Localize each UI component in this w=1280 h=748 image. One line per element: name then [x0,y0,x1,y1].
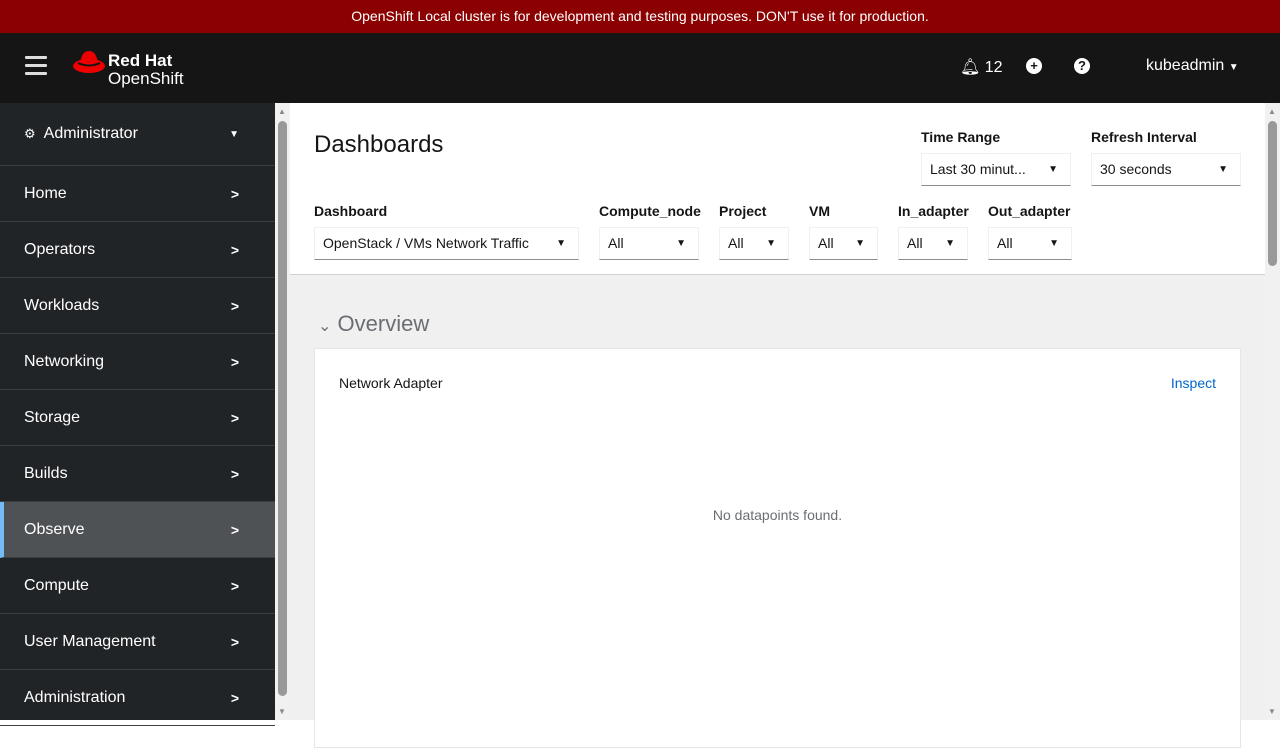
sidebar-item-home[interactable]: Home > [0,166,275,222]
question-circle-icon: ? [1074,58,1090,74]
sidebar-item-user-management[interactable]: User Management > [0,614,275,670]
refresh-interval-select[interactable]: 30 seconds ▼ [1091,153,1241,186]
redhat-openshift-logo[interactable]: Red Hat OpenShift [72,48,184,88]
sidebar: ⚙ Administrator ▼ Home > Operators > Workloads… [0,103,275,726]
network-adapter-panel: Network Adapter Inspect No datapoints fo… [314,348,1241,748]
filter-in_adapter: In_adapter All ▼ [898,203,969,260]
in_adapter-select[interactable]: All ▼ [898,227,968,260]
user-menu[interactable]: kubeadmin ▼ [1146,57,1239,74]
caret-down-icon: ▼ [855,238,865,249]
caret-down-icon: ▼ [1049,238,1059,249]
sidebar-item-workloads[interactable]: Workloads > [0,278,275,334]
sidebar-item-storage[interactable]: Storage > [0,390,275,446]
chevron-right-icon: > [230,577,239,594]
caret-down-icon: ▼ [766,238,776,249]
notifications-button[interactable]: 🔔︎ 12 [960,59,1003,76]
sidebar-item-compute[interactable]: Compute > [0,558,275,614]
perspective-switcher[interactable]: ⚙ Administrator ▼ [0,103,275,166]
main-scrollbar[interactable]: ▲ ▼ [1265,103,1280,720]
time-range-select[interactable]: Last 30 minut... ▼ [921,153,1071,186]
chevron-right-icon: > [230,409,239,426]
sidebar-item-administration[interactable]: Administration > [0,670,275,726]
chevron-right-icon: > [230,353,239,370]
panel-title: Network Adapter [339,375,443,391]
sidebar-item-observe[interactable]: Observe > [0,502,275,558]
page-title: Dashboards [314,131,444,158]
chevron-right-icon: > [230,465,239,482]
filter-project: Project All ▼ [719,203,789,260]
inspect-link[interactable]: Inspect [1170,375,1216,391]
sidebar-item-networking[interactable]: Networking > [0,334,275,390]
masthead: Red Hat OpenShift 🔔︎ 12 + ? kubeadmin ▼ [0,33,1280,103]
filter-dashboard: Dashboard OpenStack / VMs Network Traffic… [314,203,579,260]
vm-select[interactable]: All ▼ [809,227,878,260]
help-button[interactable]: ? [1074,57,1090,75]
chevron-right-icon: > [230,297,239,314]
sidebar-scrollbar[interactable]: ▲ ▼ [275,103,290,720]
caret-down-icon: ▼ [676,238,686,249]
hamburger-menu-icon[interactable] [25,56,47,76]
chevron-down-icon: ⌄ [318,318,332,335]
project-select[interactable]: All ▼ [719,227,789,260]
sidebar-item-builds[interactable]: Builds > [0,446,275,502]
chevron-right-icon: > [230,633,239,650]
gears-icon: ⚙ [24,126,36,141]
plus-circle-icon: + [1026,58,1042,74]
caret-down-icon: ▼ [1048,164,1058,175]
chevron-right-icon: > [230,689,239,706]
overview-section-toggle[interactable]: ⌄ Overview [318,311,430,336]
caret-down-icon: ▼ [229,128,239,140]
filter-out_adapter: Out_adapter All ▼ [988,203,1072,260]
main-content: Dashboards Time Range Last 30 minut... ▼ R… [290,103,1265,748]
caret-down-icon: ▼ [1228,62,1239,73]
filter-compute_node: Compute_node All ▼ [599,203,701,260]
bell-icon: 🔔︎ [960,59,981,76]
time-range-field: Time Range Last 30 minut... ▼ [921,129,1071,186]
dashboard-select[interactable]: OpenStack / VMs Network Traffic ▼ [314,227,579,260]
red-hat-icon [73,51,105,73]
chevron-right-icon: > [230,241,239,258]
caret-down-icon: ▼ [945,238,955,249]
compute_node-select[interactable]: All ▼ [599,227,699,260]
refresh-interval-field: Refresh Interval 30 seconds ▼ [1091,129,1241,186]
empty-state: No datapoints found. [712,507,843,523]
caret-down-icon: ▼ [1218,164,1228,175]
dev-cluster-banner: OpenShift Local cluster is for developme… [0,0,1280,33]
chevron-right-icon: > [230,185,239,202]
sidebar-item-operators[interactable]: Operators > [0,222,275,278]
add-button[interactable]: + [1026,57,1042,75]
out_adapter-select[interactable]: All ▼ [988,227,1072,260]
filter-vm: VM All ▼ [809,203,878,260]
chevron-right-icon: > [230,521,239,538]
caret-down-icon: ▼ [556,238,566,249]
